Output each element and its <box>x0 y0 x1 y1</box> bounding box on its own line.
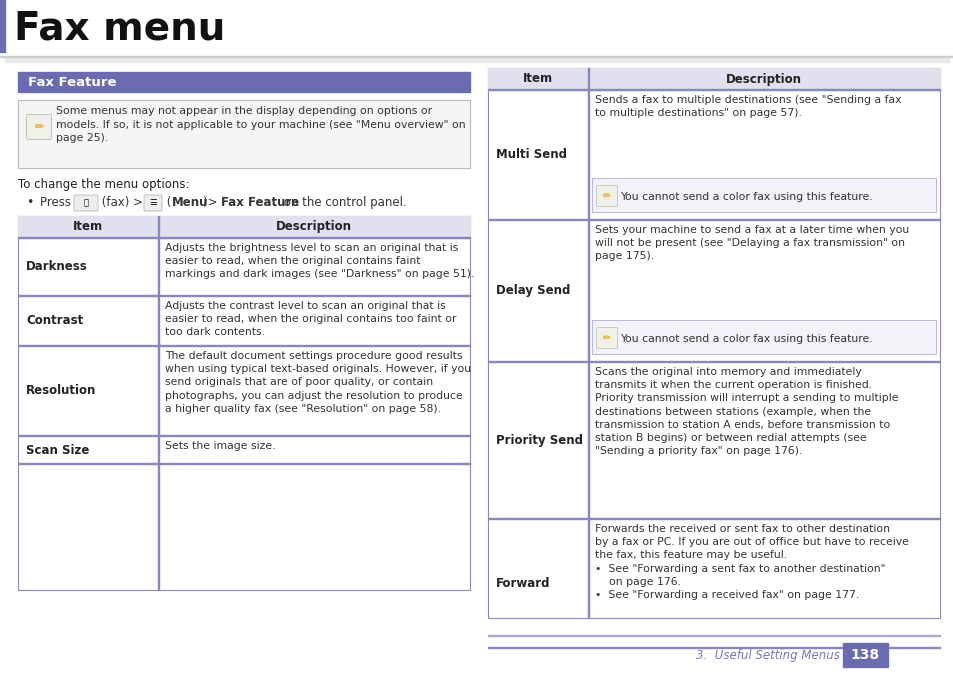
Bar <box>0 0 5 52</box>
Text: ✏: ✏ <box>602 333 611 343</box>
Text: Adjusts the contrast level to scan an original that is
easier to read, when the : Adjusts the contrast level to scan an or… <box>165 301 456 338</box>
Bar <box>18 100 470 168</box>
Text: Scan Size: Scan Size <box>26 443 90 456</box>
Text: Some menus may not appear in the display depending on options or
models. If so, : Some menus may not appear in the display… <box>56 106 465 143</box>
Bar <box>488 518 939 519</box>
Text: Resolution: Resolution <box>26 385 96 398</box>
Bar <box>18 295 470 296</box>
Text: Forwards the received or sent fax to other destination
by a fax or PC. If you ar: Forwards the received or sent fax to oth… <box>595 524 908 600</box>
Text: Scans the original into memory and immediately
transmits it when the current ope: Scans the original into memory and immed… <box>595 367 898 456</box>
Text: Sets the image size.: Sets the image size. <box>165 441 275 451</box>
Bar <box>18 216 470 590</box>
Bar <box>488 635 939 636</box>
Bar <box>488 68 939 618</box>
Text: Sends a fax to multiple destinations (see "Sending a fax
to multiple destination: Sends a fax to multiple destinations (se… <box>595 95 901 118</box>
Text: ☰: ☰ <box>149 198 156 207</box>
Text: Delay Send: Delay Send <box>496 284 570 298</box>
Bar <box>18 463 470 464</box>
Text: •: • <box>26 196 33 209</box>
Text: Item: Item <box>72 221 103 234</box>
Text: The default document settings procedure good results
when using typical text-bas: The default document settings procedure … <box>165 351 471 414</box>
Bar <box>5 58 948 62</box>
Text: (fax) >: (fax) > <box>98 196 147 209</box>
Bar <box>488 219 939 220</box>
Text: Fax Feature: Fax Feature <box>28 76 116 88</box>
Bar <box>18 100 470 168</box>
Bar <box>0 56 953 57</box>
Bar <box>488 647 939 648</box>
Text: Description: Description <box>725 72 801 86</box>
FancyBboxPatch shape <box>27 115 51 140</box>
FancyBboxPatch shape <box>596 327 617 348</box>
Text: ✏: ✏ <box>602 191 611 201</box>
Bar <box>18 237 470 238</box>
Text: Sets your machine to send a fax at a later time when you
will not be present (se: Sets your machine to send a fax at a lat… <box>595 225 908 261</box>
Text: 138: 138 <box>850 648 879 662</box>
Bar <box>18 72 470 92</box>
Text: on the control panel.: on the control panel. <box>280 196 406 209</box>
Bar <box>18 435 470 436</box>
Text: Press: Press <box>40 196 74 209</box>
Text: Fax Feature: Fax Feature <box>221 196 299 209</box>
Text: ✏: ✏ <box>34 122 44 132</box>
Text: You cannot send a color fax using this feature.: You cannot send a color fax using this f… <box>619 334 872 344</box>
Bar <box>488 68 939 90</box>
FancyBboxPatch shape <box>74 195 98 211</box>
Text: Description: Description <box>275 221 352 234</box>
Text: Contrast: Contrast <box>26 315 83 327</box>
Bar <box>842 643 887 667</box>
Bar <box>488 361 939 362</box>
Text: Forward: Forward <box>496 577 550 590</box>
Text: Item: Item <box>522 72 553 86</box>
Text: Priority Send: Priority Send <box>496 434 582 447</box>
Text: You cannot send a color fax using this feature.: You cannot send a color fax using this f… <box>619 192 872 202</box>
Text: 3.  Useful Setting Menus: 3. Useful Setting Menus <box>696 649 840 662</box>
Text: Menu: Menu <box>172 196 208 209</box>
FancyBboxPatch shape <box>596 186 617 207</box>
Text: )>: )> <box>203 196 221 209</box>
Text: Adjusts the brightness level to scan an original that is
easier to read, when th: Adjusts the brightness level to scan an … <box>165 243 474 279</box>
Text: Fax menu: Fax menu <box>14 10 225 48</box>
FancyBboxPatch shape <box>144 195 162 211</box>
Text: To change the menu options:: To change the menu options: <box>18 178 190 191</box>
Bar <box>18 216 470 238</box>
Text: Multi Send: Multi Send <box>496 148 566 161</box>
Text: 🖷: 🖷 <box>84 198 89 207</box>
Bar <box>592 320 935 354</box>
Text: (: ( <box>163 196 172 209</box>
Bar <box>488 89 939 90</box>
Bar <box>592 178 935 212</box>
Text: Darkness: Darkness <box>26 261 88 273</box>
